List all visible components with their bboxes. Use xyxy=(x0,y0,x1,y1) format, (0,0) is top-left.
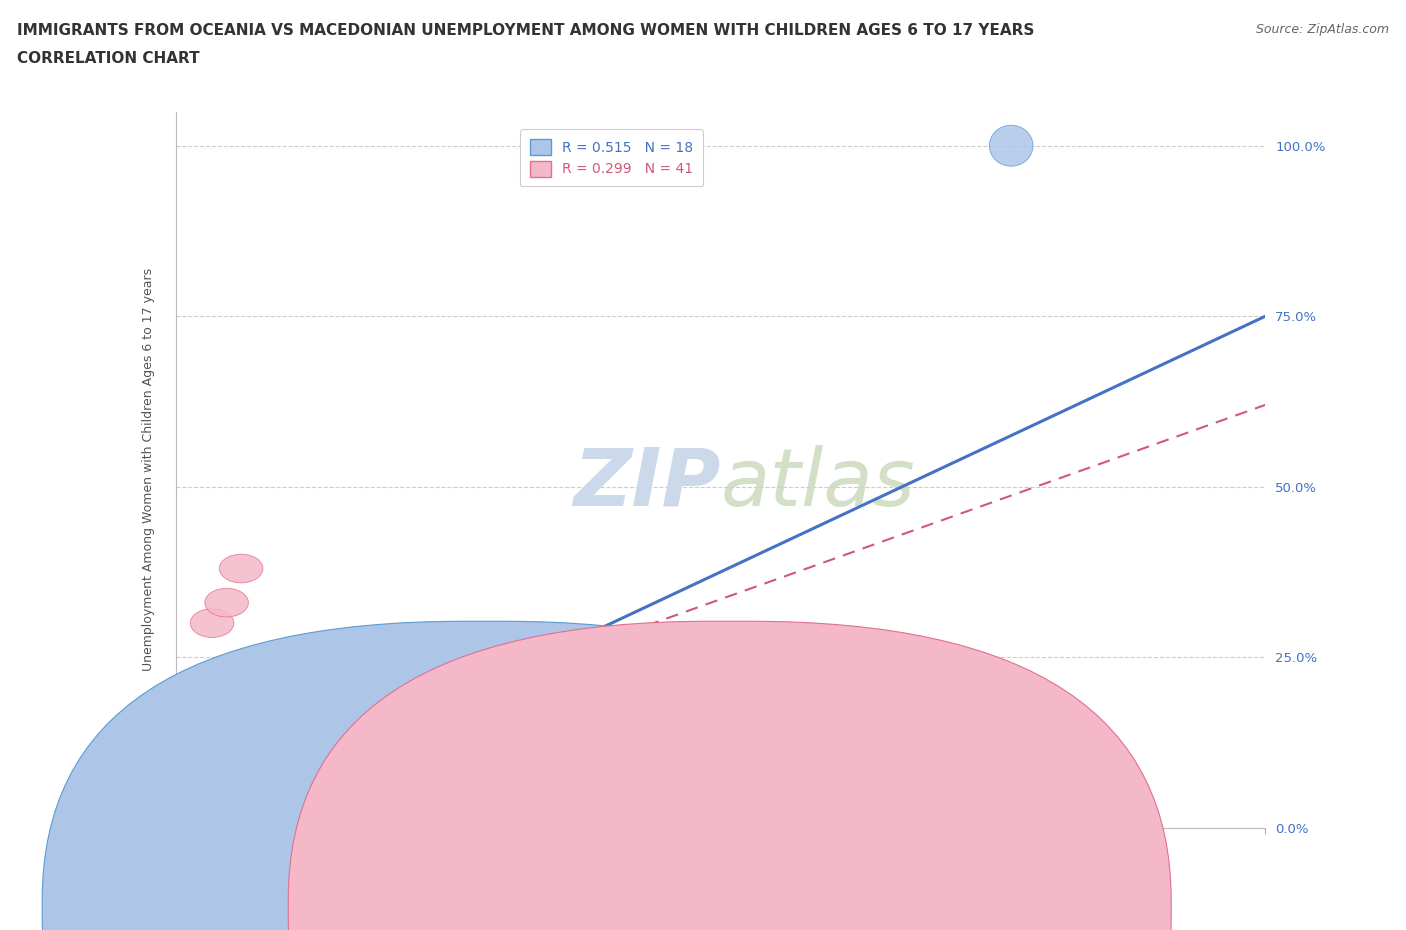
Ellipse shape xyxy=(212,752,256,780)
Ellipse shape xyxy=(159,773,202,801)
Ellipse shape xyxy=(176,773,219,801)
Ellipse shape xyxy=(277,704,321,733)
Ellipse shape xyxy=(160,786,204,815)
Ellipse shape xyxy=(197,765,242,794)
Ellipse shape xyxy=(285,698,329,726)
Ellipse shape xyxy=(162,765,205,794)
Text: Macedonians: Macedonians xyxy=(756,901,848,916)
Ellipse shape xyxy=(169,745,212,774)
Ellipse shape xyxy=(176,779,219,808)
Ellipse shape xyxy=(190,759,233,788)
Ellipse shape xyxy=(157,786,201,815)
Ellipse shape xyxy=(183,765,226,794)
Ellipse shape xyxy=(169,765,212,794)
Ellipse shape xyxy=(169,752,212,780)
Ellipse shape xyxy=(249,752,292,780)
Ellipse shape xyxy=(423,793,467,821)
Text: 0.0%: 0.0% xyxy=(176,860,209,873)
Ellipse shape xyxy=(371,663,416,692)
Ellipse shape xyxy=(226,745,270,774)
Ellipse shape xyxy=(162,765,205,794)
Y-axis label: Unemployment Among Women with Children Ages 6 to 17 years: Unemployment Among Women with Children A… xyxy=(142,268,155,671)
Ellipse shape xyxy=(176,735,219,764)
Ellipse shape xyxy=(219,745,263,774)
Ellipse shape xyxy=(299,749,343,777)
Ellipse shape xyxy=(197,765,242,794)
Ellipse shape xyxy=(190,745,233,774)
Ellipse shape xyxy=(336,677,380,706)
Ellipse shape xyxy=(205,745,249,774)
Text: CORRELATION CHART: CORRELATION CHART xyxy=(17,51,200,66)
Ellipse shape xyxy=(226,732,270,760)
Ellipse shape xyxy=(190,755,233,784)
Ellipse shape xyxy=(169,765,212,794)
Ellipse shape xyxy=(165,773,208,801)
Ellipse shape xyxy=(430,752,474,780)
Ellipse shape xyxy=(242,732,285,760)
Ellipse shape xyxy=(169,752,212,780)
Ellipse shape xyxy=(205,752,249,780)
Ellipse shape xyxy=(183,745,226,774)
Text: IMMIGRANTS FROM OCEANIA VS MACEDONIAN UNEMPLOYMENT AMONG WOMEN WITH CHILDREN AGE: IMMIGRANTS FROM OCEANIA VS MACEDONIAN UN… xyxy=(17,23,1035,38)
Ellipse shape xyxy=(176,752,219,780)
Ellipse shape xyxy=(256,745,299,774)
Ellipse shape xyxy=(205,759,249,788)
Ellipse shape xyxy=(233,749,277,777)
Ellipse shape xyxy=(474,752,517,780)
Ellipse shape xyxy=(162,779,205,808)
Ellipse shape xyxy=(219,745,263,774)
Text: ZIP: ZIP xyxy=(574,445,721,523)
Text: atlas: atlas xyxy=(721,445,915,523)
Ellipse shape xyxy=(169,779,212,808)
Ellipse shape xyxy=(205,589,249,617)
Ellipse shape xyxy=(233,745,277,774)
Ellipse shape xyxy=(165,773,208,801)
Ellipse shape xyxy=(990,126,1033,166)
Ellipse shape xyxy=(162,752,205,780)
Text: Source: ZipAtlas.com: Source: ZipAtlas.com xyxy=(1256,23,1389,36)
Ellipse shape xyxy=(263,724,307,753)
Ellipse shape xyxy=(575,724,619,753)
Ellipse shape xyxy=(212,752,256,780)
Legend: R = 0.515   N = 18, R = 0.299   N = 41: R = 0.515 N = 18, R = 0.299 N = 41 xyxy=(520,129,703,186)
Text: Immigrants from Oceania: Immigrants from Oceania xyxy=(513,901,690,916)
Ellipse shape xyxy=(176,745,219,774)
Ellipse shape xyxy=(314,677,357,706)
Ellipse shape xyxy=(165,752,208,780)
Ellipse shape xyxy=(793,657,837,685)
Ellipse shape xyxy=(219,554,263,583)
Ellipse shape xyxy=(270,738,314,767)
Ellipse shape xyxy=(357,745,401,774)
Ellipse shape xyxy=(299,691,343,719)
Ellipse shape xyxy=(197,745,242,774)
Ellipse shape xyxy=(190,609,233,637)
Ellipse shape xyxy=(183,759,226,788)
Ellipse shape xyxy=(183,745,226,774)
Ellipse shape xyxy=(387,752,430,780)
Ellipse shape xyxy=(249,711,292,739)
Ellipse shape xyxy=(626,718,669,747)
Ellipse shape xyxy=(336,752,380,780)
Ellipse shape xyxy=(176,759,219,788)
